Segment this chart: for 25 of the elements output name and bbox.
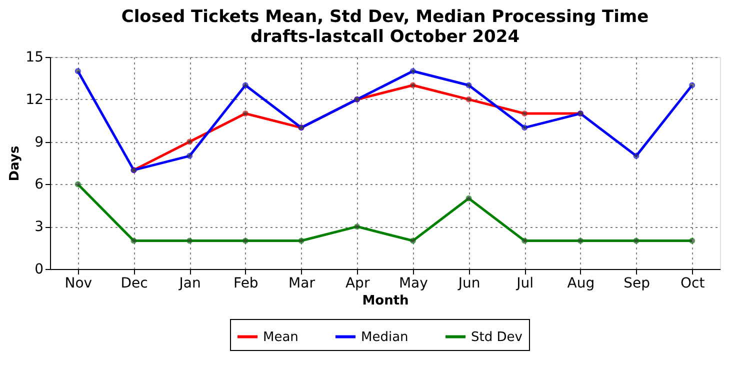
x-tick-label: Aug <box>567 276 595 292</box>
y-tick-label: 6 <box>34 176 44 193</box>
x-tick-label: May <box>398 276 428 292</box>
legend-label: Median <box>361 330 408 345</box>
x-tick-label: Jul <box>516 276 534 292</box>
y-tick-label: 9 <box>34 134 44 150</box>
x-tick-label: Jun <box>457 276 480 292</box>
y-tick-label: 3 <box>34 219 44 236</box>
x-tick-label: Feb <box>234 276 258 292</box>
chart-title: Closed Tickets Mean, Std Dev, Median Processing Time <box>121 7 649 27</box>
x-tick-label: Sep <box>624 276 650 292</box>
legend-label: Mean <box>263 330 298 345</box>
x-axis-title: Month <box>362 294 409 308</box>
x-tick-label: Apr <box>345 276 370 292</box>
y-tick-label: 0 <box>34 262 44 278</box>
x-tick-label: Jan <box>178 276 201 292</box>
x-tick-label: Oct <box>680 276 706 292</box>
x-tick-label: Nov <box>64 276 92 292</box>
y-tick-label: 15 <box>26 50 44 66</box>
legend-label: Std Dev <box>471 330 523 345</box>
chart-subtitle: drafts-lastcall October 2024 <box>250 27 520 47</box>
x-tick-label: Dec <box>120 276 148 292</box>
x-tick-label: Mar <box>288 276 316 292</box>
y-axis-title: Days <box>8 146 23 182</box>
y-tick-label: 12 <box>26 92 44 108</box>
